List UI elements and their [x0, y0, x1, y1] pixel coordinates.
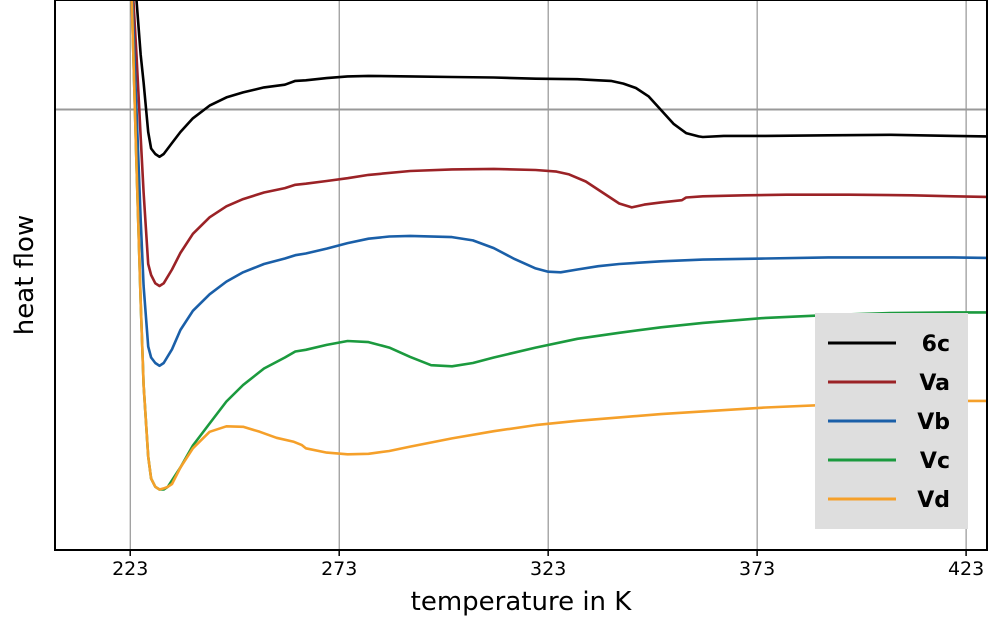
series-line-6c: [135, 0, 987, 159]
series-line-va: [132, 0, 987, 288]
plot-frame: [54, 0, 988, 551]
x-tick-label: 373: [739, 558, 775, 580]
vertical-grid: [129, 0, 967, 550]
legend: 6c Va Vb Vc Vd: [815, 313, 968, 529]
series-line-vb: [130, 0, 987, 368]
y-axis-label: heat flow: [10, 215, 40, 335]
legend-items: 6c Va Vb Vc Vd: [828, 332, 950, 513]
x-tick-label: 323: [530, 558, 566, 580]
series-line-vd: [130, 0, 987, 491]
legend-label: Vb: [917, 410, 950, 435]
x-axis-ticks: 223 273 323 373 423: [112, 550, 984, 580]
x-axis-label: temperature in K: [411, 587, 633, 617]
legend-label: 6c: [922, 332, 950, 357]
legend-label: Vc: [920, 449, 950, 474]
x-tick-label: 423: [948, 558, 984, 580]
x-tick-label: 273: [321, 558, 357, 580]
legend-label: Vd: [917, 488, 950, 513]
x-tick-label: 223: [112, 558, 148, 580]
series-lines: [130, 0, 987, 491]
legend-label: Va: [919, 371, 950, 396]
